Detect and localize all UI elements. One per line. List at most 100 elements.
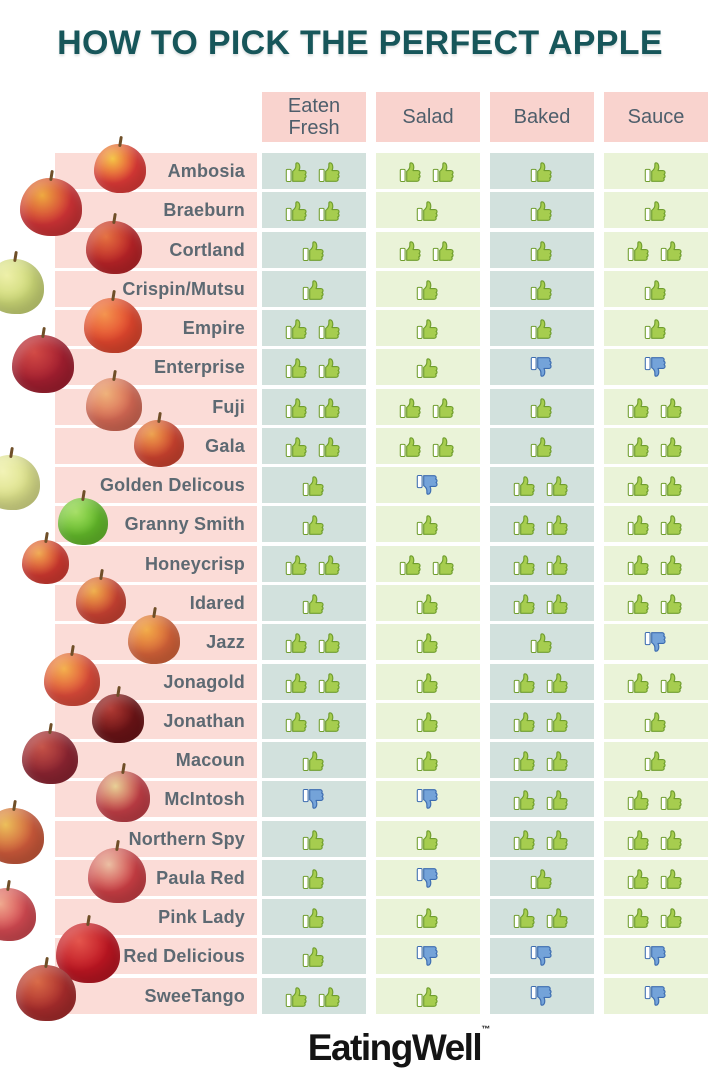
row-label-band: Macoun <box>55 742 257 778</box>
rating-cell <box>262 664 366 700</box>
thumbs-up-icon <box>399 160 424 183</box>
thumbs-up-icon <box>660 435 685 458</box>
rating-cell <box>490 232 594 268</box>
thumbs-up-icon <box>318 671 343 694</box>
rating-cell <box>376 664 480 700</box>
thumbs-up-icon <box>416 278 441 301</box>
thumbs-up-icon <box>660 513 685 536</box>
rating-cell <box>262 467 366 503</box>
rating-cell <box>262 742 366 778</box>
apple-variety-name: Granny Smith <box>124 513 245 534</box>
row-label-band: SweeTango <box>55 978 257 1014</box>
apple-variety-name: Cortland <box>169 239 245 260</box>
apple-variety-name: Fuji <box>212 396 245 417</box>
rating-cell <box>604 742 708 778</box>
thumbs-up-icon <box>513 828 538 851</box>
rating-cell <box>262 389 366 425</box>
thumbs-up-icon <box>627 513 652 536</box>
thumbs-up-icon <box>432 396 457 419</box>
rating-cell <box>604 467 708 503</box>
rating-cell <box>490 506 594 542</box>
thumbs-up-icon <box>627 906 652 929</box>
row-label-band: Paula Red <box>55 860 257 896</box>
row-label-band: McIntosh <box>55 781 257 817</box>
rating-cell <box>376 821 480 857</box>
rating-cell <box>262 192 366 228</box>
thumbs-up-icon <box>416 513 441 536</box>
trademark-symbol: ™ <box>481 1024 491 1034</box>
rating-cell <box>376 506 480 542</box>
thumbs-up-icon <box>513 749 538 772</box>
rating-cell <box>262 978 366 1014</box>
thumbs-up-icon <box>644 278 669 301</box>
rating-cell <box>262 703 366 739</box>
rating-cell <box>490 389 594 425</box>
thumbs-up-icon <box>660 239 685 262</box>
thumbs-up-icon <box>302 474 327 497</box>
thumbs-up-icon <box>546 513 571 536</box>
rating-cell <box>604 821 708 857</box>
thumbs-up-icon <box>318 396 343 419</box>
rating-cell <box>490 546 594 582</box>
thumbs-up-icon <box>660 788 685 811</box>
thumbs-up-icon <box>546 828 571 851</box>
thumbs-down-icon <box>416 474 441 497</box>
row-label-band: Jonathan <box>55 703 257 739</box>
thumbs-up-icon <box>285 199 310 222</box>
thumbs-up-icon <box>399 435 424 458</box>
thumbs-up-icon <box>399 396 424 419</box>
thumbs-up-icon <box>644 199 669 222</box>
thumbs-up-icon <box>660 906 685 929</box>
thumbs-up-icon <box>660 553 685 576</box>
rating-cell <box>262 781 366 817</box>
thumbs-up-icon <box>660 592 685 615</box>
thumbs-up-icon <box>416 317 441 340</box>
rating-cell <box>262 153 366 189</box>
rating-cell <box>490 938 594 974</box>
thumbs-up-icon <box>513 671 538 694</box>
rating-cell <box>262 310 366 346</box>
apple-variety-name: Ambosia <box>167 160 245 181</box>
apple-image <box>16 965 76 1021</box>
rating-cell <box>376 271 480 307</box>
thumbs-up-icon <box>432 160 457 183</box>
rating-cell <box>262 938 366 974</box>
rating-cell <box>490 742 594 778</box>
rating-cell <box>604 428 708 464</box>
rating-cell <box>490 860 594 896</box>
thumbs-up-icon <box>660 867 685 890</box>
rating-cell <box>490 703 594 739</box>
thumbs-up-icon <box>432 553 457 576</box>
thumbs-down-icon <box>644 356 669 379</box>
thumbs-up-icon <box>660 828 685 851</box>
rating-cell <box>604 703 708 739</box>
thumbs-down-icon <box>416 867 441 890</box>
apple-image <box>92 694 144 743</box>
rating-cell <box>604 860 708 896</box>
apple-variety-name: Enterprise <box>153 356 245 377</box>
rating-cell <box>604 938 708 974</box>
apple-variety-name: Gala <box>205 435 245 456</box>
rating-cell <box>490 271 594 307</box>
thumbs-up-icon <box>530 278 555 301</box>
rating-cell <box>262 624 366 660</box>
rating-cell <box>376 310 480 346</box>
rating-cell <box>490 192 594 228</box>
thumbs-down-icon <box>644 631 669 654</box>
thumbs-up-icon <box>530 631 555 654</box>
rating-cell <box>490 978 594 1014</box>
rating-cell <box>604 310 708 346</box>
apple-variety-name: Pink Lady <box>158 906 245 927</box>
row-label-band: Crispin/Mutsu <box>55 271 257 307</box>
thumbs-up-icon <box>530 435 555 458</box>
thumbs-up-icon <box>432 435 457 458</box>
thumbs-up-icon <box>627 553 652 576</box>
thumbs-up-icon <box>513 474 538 497</box>
rating-cell <box>262 899 366 935</box>
thumbs-up-icon <box>416 749 441 772</box>
rating-cell <box>604 781 708 817</box>
rating-cell <box>604 624 708 660</box>
thumbs-up-icon <box>318 199 343 222</box>
rating-cell <box>604 389 708 425</box>
